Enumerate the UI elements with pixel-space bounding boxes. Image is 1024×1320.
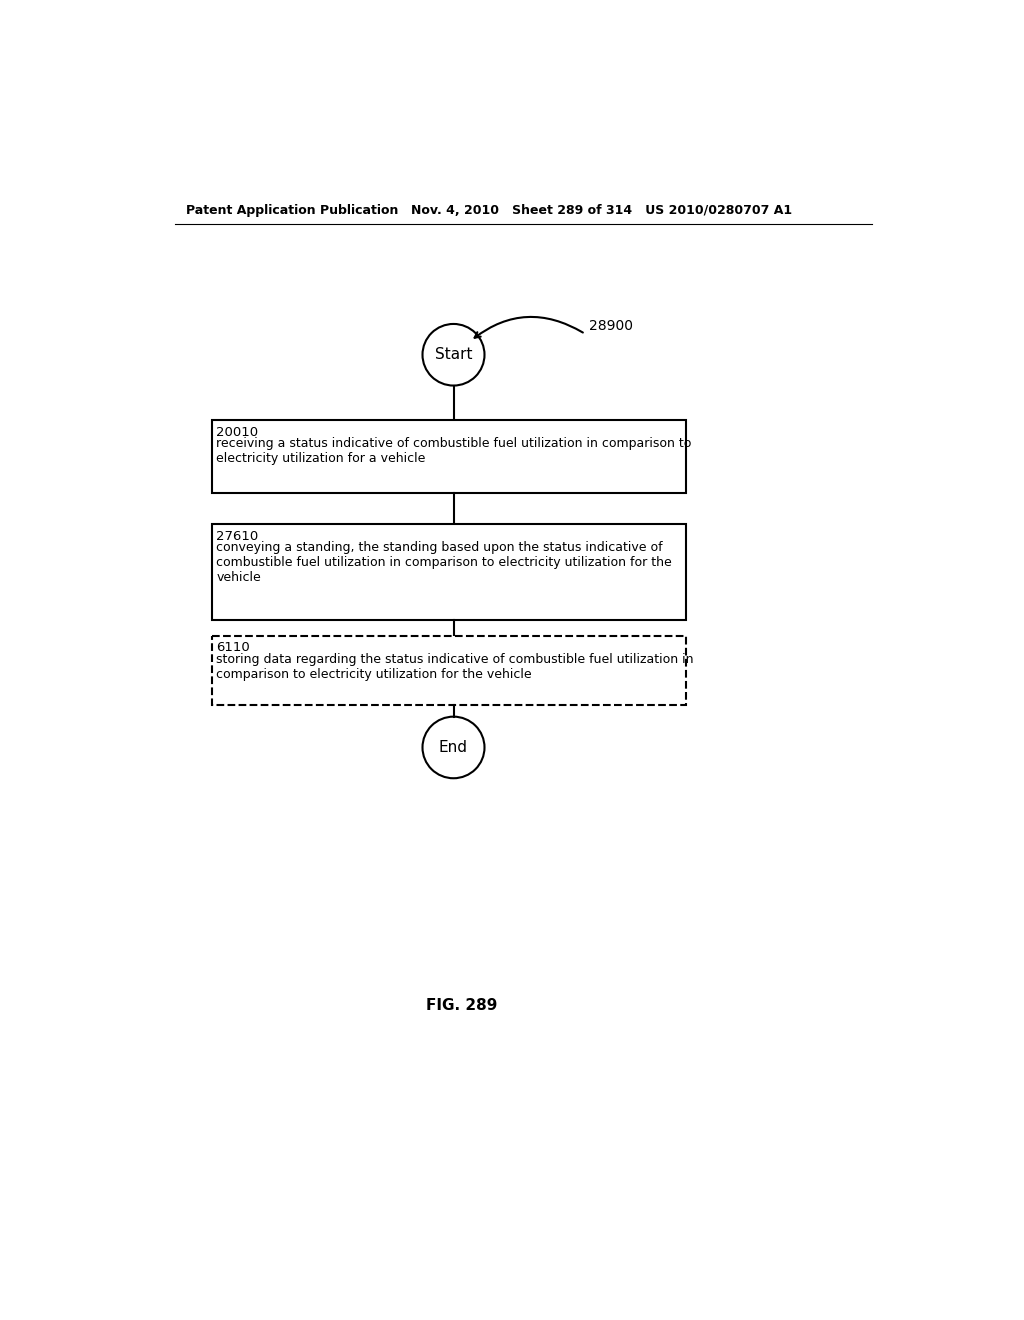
Text: Patent Application Publication: Patent Application Publication [186, 205, 398, 218]
Text: receiving a status indicative of combustible fuel utilization in comparison to
e: receiving a status indicative of combust… [216, 437, 692, 465]
Bar [212, 524, 686, 620]
Text: 28900: 28900 [589, 319, 633, 333]
Text: storing data regarding the status indicative of combustible fuel utilization in
: storing data regarding the status indica… [216, 653, 694, 681]
Text: 6110: 6110 [216, 642, 250, 655]
Text: Nov. 4, 2010   Sheet 289 of 314   US 2010/0280707 A1: Nov. 4, 2010 Sheet 289 of 314 US 2010/02… [411, 205, 792, 218]
Text: 20010: 20010 [216, 425, 258, 438]
Bar [212, 420, 686, 494]
Text: End: End [439, 741, 468, 755]
Bar [212, 636, 686, 705]
Text: Start: Start [435, 347, 472, 362]
Text: 27610: 27610 [216, 529, 259, 543]
Text: conveying a standing, the standing based upon the status indicative of
combustib: conveying a standing, the standing based… [216, 541, 672, 583]
Text: FIG. 289: FIG. 289 [426, 998, 497, 1012]
